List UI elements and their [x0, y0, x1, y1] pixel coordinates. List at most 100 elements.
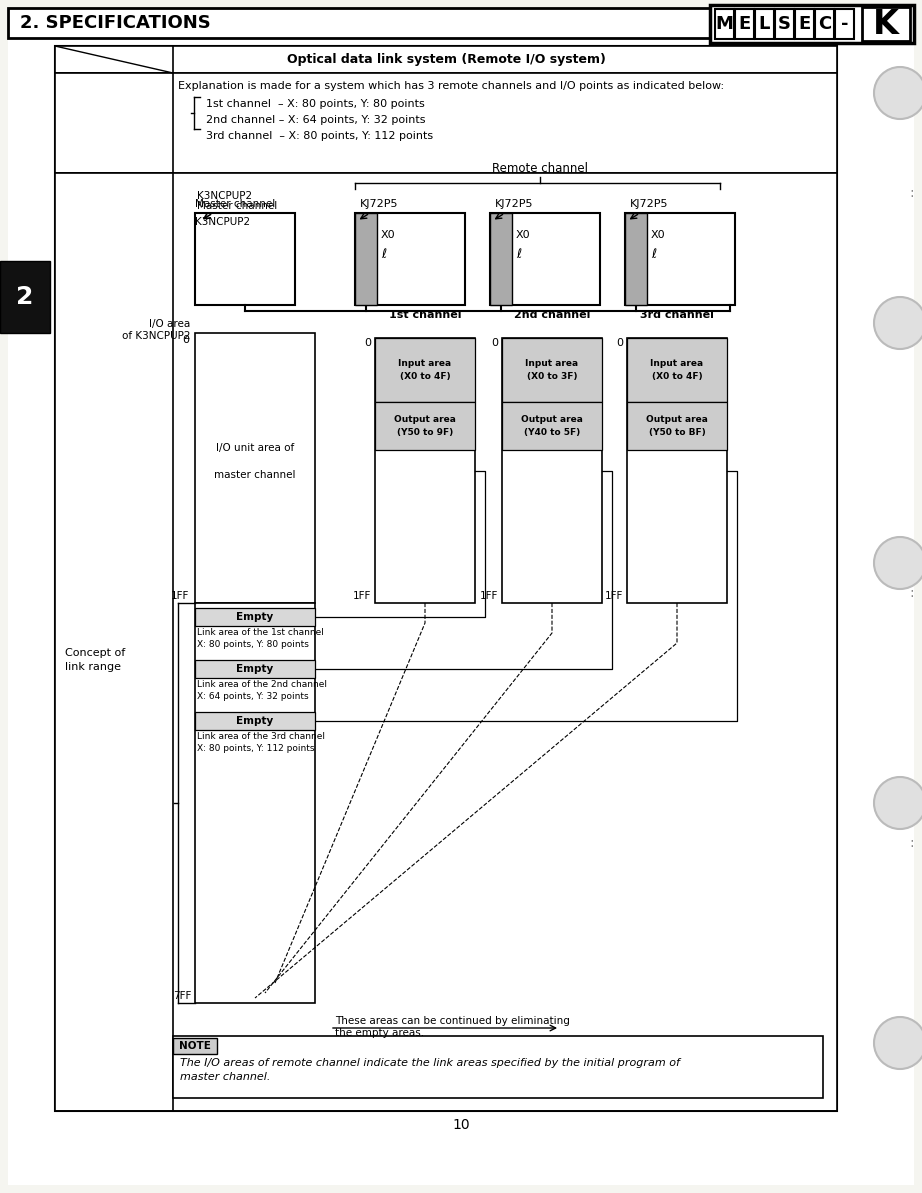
Text: 2nd channel – X: 64 points, Y: 32 points: 2nd channel – X: 64 points, Y: 32 points: [206, 115, 425, 125]
Bar: [55, 47, 837, 1111]
Text: :: :: [910, 186, 915, 200]
Text: X0: X0: [651, 230, 666, 240]
Text: ℓ: ℓ: [651, 248, 656, 261]
Text: 2: 2: [17, 285, 34, 309]
Text: Empty: Empty: [236, 612, 274, 622]
Circle shape: [874, 537, 922, 589]
Text: 1FF: 1FF: [171, 591, 189, 601]
Bar: [375, 402, 475, 450]
Text: master channel.: master channel.: [180, 1073, 270, 1082]
Text: ℓ: ℓ: [381, 248, 386, 261]
Bar: [375, 338, 475, 402]
Text: X: 80 points, Y: 112 points: X: 80 points, Y: 112 points: [197, 744, 314, 753]
Text: C: C: [818, 16, 831, 33]
Bar: [625, 214, 647, 305]
Text: Link area of the 3rd channel: Link area of the 3rd channel: [197, 733, 325, 741]
Text: 10: 10: [452, 1118, 470, 1132]
Text: NOTE: NOTE: [179, 1041, 211, 1051]
Text: E: E: [798, 16, 810, 33]
Bar: [502, 338, 602, 602]
Bar: [775, 10, 794, 39]
Bar: [625, 214, 735, 305]
Bar: [490, 214, 600, 305]
Bar: [55, 73, 173, 173]
Text: 1FF: 1FF: [352, 591, 371, 601]
Text: Optical data link system (Remote I/O system): Optical data link system (Remote I/O sys…: [287, 54, 606, 67]
Text: Explanation is made for a system which has 3 remote channels and I/O points as i: Explanation is made for a system which h…: [178, 81, 724, 91]
Text: X: 64 points, Y: 32 points: X: 64 points, Y: 32 points: [197, 692, 309, 701]
Text: -: -: [841, 16, 848, 33]
Text: Input area: Input area: [526, 359, 579, 369]
Text: :: :: [910, 586, 915, 600]
Text: 7FF: 7FF: [172, 991, 191, 1001]
Text: 0: 0: [182, 335, 189, 345]
Text: (X0 to 4F): (X0 to 4F): [652, 371, 703, 381]
Bar: [627, 338, 727, 602]
Text: 3rd channel  – X: 80 points, Y: 112 points: 3rd channel – X: 80 points, Y: 112 point…: [206, 131, 433, 141]
Bar: [795, 10, 814, 39]
Text: 2nd channel: 2nd channel: [514, 310, 590, 320]
Bar: [195, 602, 315, 1003]
Bar: [55, 47, 173, 73]
Text: Output area: Output area: [394, 415, 456, 425]
Circle shape: [874, 777, 922, 829]
Text: Link area of the 1st channel: Link area of the 1st channel: [197, 628, 324, 637]
Text: Remote channel: Remote channel: [492, 162, 588, 175]
Bar: [55, 173, 173, 1111]
Bar: [490, 214, 512, 305]
Bar: [502, 402, 602, 450]
Bar: [195, 214, 295, 305]
Bar: [195, 660, 315, 678]
Text: 0: 0: [616, 338, 623, 348]
Circle shape: [874, 1016, 922, 1069]
Bar: [835, 10, 854, 39]
Text: K3NCPUP2: K3NCPUP2: [195, 217, 250, 227]
Text: 1FF: 1FF: [605, 591, 623, 601]
Text: I/O area: I/O area: [148, 319, 190, 329]
Text: 0: 0: [491, 338, 498, 348]
Bar: [715, 10, 734, 39]
Bar: [0, 261, 50, 333]
Bar: [755, 10, 774, 39]
Text: K: K: [873, 7, 899, 41]
Bar: [375, 338, 475, 602]
Text: Concept of: Concept of: [65, 648, 125, 659]
Text: 2. SPECIFICATIONS: 2. SPECIFICATIONS: [20, 14, 211, 32]
Text: Output area: Output area: [521, 415, 583, 425]
Text: (Y40 to 5F): (Y40 to 5F): [524, 427, 580, 437]
Text: M: M: [715, 16, 733, 33]
Text: (X0 to 4F): (X0 to 4F): [400, 371, 450, 381]
Bar: [710, 5, 914, 43]
Bar: [173, 1036, 823, 1098]
Bar: [8, 8, 710, 38]
Text: 1st channel  – X: 80 points, Y: 80 points: 1st channel – X: 80 points, Y: 80 points: [206, 99, 425, 109]
Text: E: E: [739, 16, 751, 33]
Text: X0: X0: [381, 230, 396, 240]
Text: Master channel: Master channel: [195, 199, 276, 209]
Text: Master channel: Master channel: [197, 200, 278, 211]
Bar: [862, 7, 910, 41]
Bar: [355, 214, 465, 305]
Bar: [627, 402, 727, 450]
Bar: [55, 47, 837, 73]
Text: (X0 to 3F): (X0 to 3F): [526, 371, 577, 381]
Text: 3rd channel: 3rd channel: [640, 310, 714, 320]
Text: link range: link range: [65, 662, 121, 672]
Text: Input area: Input area: [398, 359, 452, 369]
Text: The I/O areas of remote channel indicate the link areas specified by the initial: The I/O areas of remote channel indicate…: [180, 1058, 680, 1068]
Text: S: S: [778, 16, 791, 33]
Circle shape: [874, 67, 922, 119]
Bar: [502, 338, 602, 402]
Text: K3NCPUP2: K3NCPUP2: [197, 191, 252, 200]
Text: KJ72P5: KJ72P5: [630, 199, 668, 209]
Bar: [815, 10, 834, 39]
Text: KJ72P5: KJ72P5: [360, 199, 398, 209]
Circle shape: [874, 297, 922, 350]
Text: X: 80 points, Y: 80 points: X: 80 points, Y: 80 points: [197, 639, 309, 649]
Bar: [627, 338, 727, 402]
Text: Input area: Input area: [650, 359, 703, 369]
Text: KJ72P5: KJ72P5: [495, 199, 534, 209]
Text: I/O unit area of: I/O unit area of: [216, 443, 294, 453]
Text: master channel: master channel: [214, 470, 296, 480]
Bar: [195, 712, 315, 730]
